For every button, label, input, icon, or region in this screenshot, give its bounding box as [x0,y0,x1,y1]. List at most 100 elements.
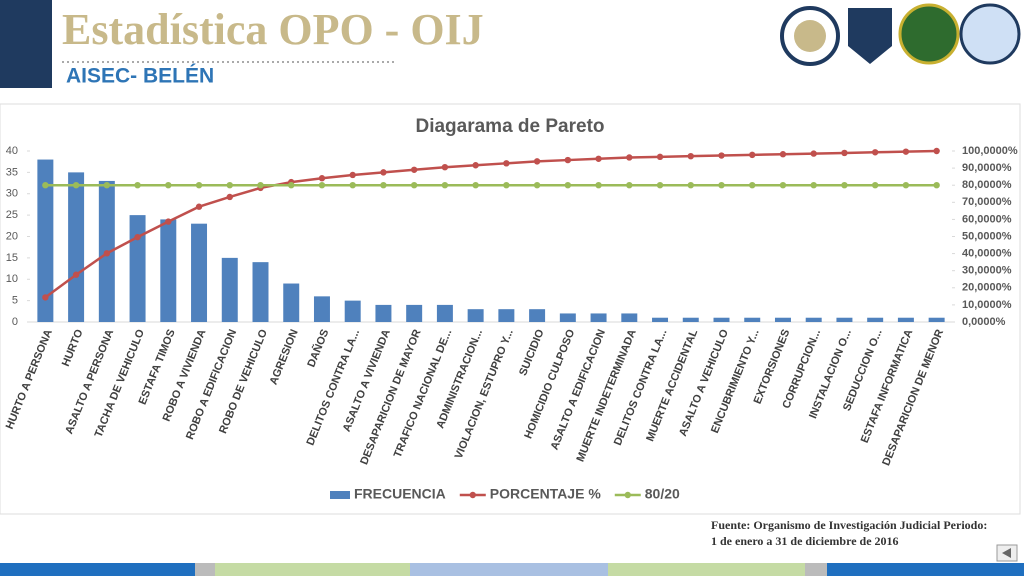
y2-tick-label: 60,0000% [962,213,1012,225]
legend-label: 80/20 [645,486,680,502]
y2-tick-label: 50,0000% [962,230,1012,242]
bar [436,304,453,322]
marker [871,182,879,189]
marker [841,149,848,157]
y2-tick-label: 40,0000% [962,248,1012,260]
marker [410,166,418,173]
marker [257,182,264,189]
marker [42,294,49,301]
bar [498,309,515,322]
chart-title: Diagarama de Pareto [415,116,604,137]
slide-subtitle: AISEC- BELÉN [66,65,214,88]
bottom-strip [0,563,1024,576]
y2-tick-label: 100,0000% [962,145,1018,157]
bar [652,317,669,322]
slide-title: Estadística OPO - OIJ [62,5,484,54]
marker [871,149,879,156]
y2-tick-label: 80,0000% [962,179,1012,191]
bar [283,283,300,322]
marker [564,156,572,164]
marker [902,148,910,155]
y2-tick-label: 20,0000% [962,282,1012,294]
line [44,149,937,299]
marker [472,182,479,189]
marker [841,182,848,189]
marker [595,155,602,162]
marker [165,218,172,225]
strip [0,563,195,576]
source: Fuente: Organismo de Investigación Judic… [711,518,987,532]
marker [103,182,111,189]
marker [472,162,479,169]
bar [774,317,791,322]
bar [559,313,576,322]
marker [72,182,80,189]
marker [410,182,418,189]
marker [779,182,787,189]
bar [836,317,853,322]
bar [867,317,884,322]
strip [195,563,215,576]
marker [72,271,80,278]
marker [810,150,817,157]
marker [595,182,602,189]
bar [252,262,269,322]
y-tick-label: 0 [12,316,18,328]
marker [626,182,633,189]
prev-icon [1002,548,1011,558]
legend-swatch [624,491,631,499]
y2-tick-label: 10,0000% [962,299,1012,311]
marker [226,193,233,201]
legend-label: PORCENTAJE % [490,486,602,502]
bar [37,159,54,322]
marker [380,182,387,189]
legend-swatch [469,491,476,499]
marker [441,163,449,171]
logos [780,3,1021,66]
bar [313,296,330,322]
marker [749,151,756,159]
marker [226,182,233,189]
marker [195,203,203,210]
bar [713,317,730,322]
y-tick-label: 20 [6,230,18,242]
marker [687,152,694,160]
strip [215,563,410,576]
marker [134,182,141,189]
y2-tick-label: 30,0000% [962,265,1012,277]
marker [195,182,203,189]
marker [718,182,725,189]
marker [318,175,326,182]
marker [533,158,541,165]
marker [810,182,817,189]
strip [805,563,827,576]
marker [626,154,633,161]
legend-label: FRECUENCIA [354,486,446,502]
legend-swatch [330,491,350,499]
bar [160,219,177,322]
corner-block [0,0,52,88]
bar [805,317,822,322]
bar [467,309,484,322]
y-tick-label: 5 [12,295,18,307]
marker [165,182,172,189]
bar [621,313,638,322]
logo [898,3,960,65]
bar [68,172,85,322]
marker [349,171,356,179]
marker [134,233,141,241]
marker [933,182,940,189]
y2-tick-label: 90,0000% [962,162,1012,174]
bar [682,317,699,322]
bar [191,223,208,322]
marker [564,182,572,189]
strip [410,563,608,576]
marker [503,182,510,189]
strip [608,563,805,576]
logo [848,8,892,64]
bar [375,304,392,322]
y-tick-label: 40 [6,145,18,157]
marker [318,182,326,189]
logo [794,20,826,52]
